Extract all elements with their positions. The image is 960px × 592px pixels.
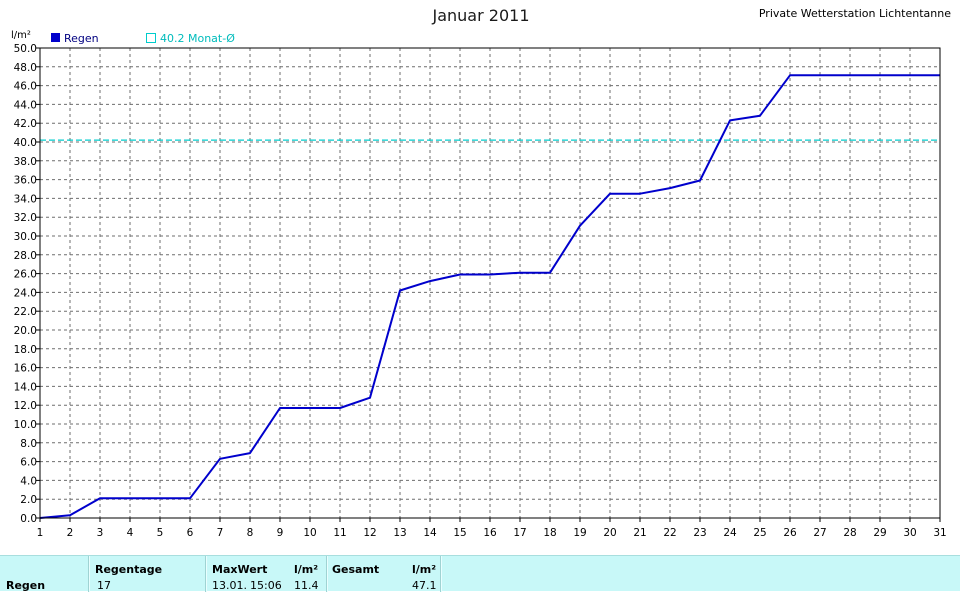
y-tick-label: 8.0: [20, 438, 37, 450]
y-tick-label: 28.0: [14, 250, 37, 262]
stats-panel: Regen Regentage 17 MaxWert l/m² 13.01. 1…: [0, 555, 960, 591]
x-tick-label: 25: [753, 527, 766, 539]
x-tick-label: 22: [663, 527, 676, 539]
y-tick-label: 22.0: [14, 306, 37, 318]
y-tick-label: 38.0: [14, 156, 37, 168]
maxwert-value: 11.4: [294, 579, 319, 592]
y-tick-label: 24.0: [14, 287, 37, 299]
maxwert-unit: l/m²: [294, 563, 318, 576]
x-tick-label: 23: [693, 527, 706, 539]
y-axis-unit: l/m²: [11, 30, 31, 41]
x-tick-label: 29: [873, 527, 886, 539]
legend-label-regen: Regen: [64, 32, 99, 45]
stats-divider: [88, 556, 90, 592]
x-tick-label: 13: [393, 527, 406, 539]
x-tick-label: 10: [303, 527, 316, 539]
y-tick-label: 12.0: [14, 400, 37, 412]
y-tick-label: 32.0: [14, 212, 37, 224]
gesamt-unit: l/m²: [412, 563, 436, 576]
gesamt-value: 47.1: [412, 579, 437, 592]
chart-title: Januar 2011: [432, 6, 530, 25]
stats-divider: [205, 556, 207, 592]
x-tick-label: 14: [423, 527, 437, 539]
y-tick-label: 14.0: [14, 381, 37, 393]
y-tick-label: 18.0: [14, 344, 37, 356]
x-tick-label: 11: [333, 527, 346, 539]
station-name: Private Wetterstation Lichtentanne: [759, 7, 951, 20]
y-tick-labels: 0.0 2.0 4.0 6.0 8.0 10.0 12.0 14.0 16.0 18.0 20.0 2…: [14, 43, 37, 525]
maxwert-date: 13.01.: [212, 579, 247, 592]
x-tick-label: 31: [933, 527, 946, 539]
x-tick-label: 16: [483, 527, 497, 539]
x-tick-label: 12: [363, 527, 376, 539]
y-tick-label: 16.0: [14, 363, 37, 375]
x-tick-label: 6: [187, 527, 194, 539]
x-tick-label: 9: [277, 527, 284, 539]
y-tick-label: 42.0: [14, 118, 37, 130]
x-tick-label: 5: [157, 527, 164, 539]
y-tick-label: 10.0: [14, 419, 37, 431]
x-tick-label: 2: [67, 527, 74, 539]
legend-swatch-average: [147, 34, 156, 43]
gesamt-header: Gesamt: [332, 563, 379, 576]
grid: [40, 48, 940, 518]
axes: [36, 48, 940, 522]
stats-divider: [440, 556, 442, 592]
x-tick-label: 19: [573, 527, 586, 539]
y-tick-label: 0.0: [20, 513, 37, 525]
x-tick-label: 28: [843, 527, 856, 539]
y-tick-label: 34.0: [14, 193, 37, 205]
y-tick-label: 4.0: [20, 475, 37, 487]
y-tick-label: 26.0: [14, 269, 37, 281]
maxwert-header: MaxWert: [212, 563, 267, 576]
regentage-value: 17: [97, 579, 111, 592]
x-tick-label: 21: [633, 527, 646, 539]
stats-row-label: Regen: [6, 579, 45, 592]
y-tick-label: 40.0: [14, 137, 37, 149]
x-tick-label: 15: [453, 527, 466, 539]
x-tick-label: 30: [903, 527, 916, 539]
y-tick-label: 36.0: [14, 175, 37, 187]
y-tick-label: 30.0: [14, 231, 37, 243]
regentage-header: Regentage: [95, 563, 162, 576]
y-tick-label: 6.0: [20, 457, 37, 469]
x-tick-label: 7: [217, 527, 224, 539]
x-tick-label: 27: [813, 527, 826, 539]
maxwert-time: 15:06: [250, 579, 282, 592]
y-tick-label: 48.0: [14, 62, 37, 74]
x-tick-label: 17: [513, 527, 526, 539]
x-tick-label: 18: [543, 527, 556, 539]
y-tick-label: 20.0: [14, 325, 37, 337]
x-tick-label: 24: [723, 527, 737, 539]
y-tick-label: 44.0: [14, 99, 37, 111]
x-tick-label: 8: [247, 527, 254, 539]
y-tick-label: 46.0: [14, 81, 37, 93]
legend-label-average: 40.2 Monat-Ø: [160, 32, 235, 45]
x-tick-label: 4: [127, 527, 134, 539]
x-tick-label: 1: [37, 527, 44, 539]
y-tick-label: 2.0: [20, 494, 37, 506]
stats-divider: [326, 556, 328, 592]
legend-swatch-regen: [51, 33, 60, 42]
x-tick-label: 3: [97, 527, 104, 539]
rain-chart: Januar 2011 Private Wetterstation Lichte…: [0, 0, 960, 552]
x-tick-label: 26: [783, 527, 797, 539]
x-tick-label: 20: [603, 527, 616, 539]
y-tick-label: 50.0: [14, 43, 37, 55]
